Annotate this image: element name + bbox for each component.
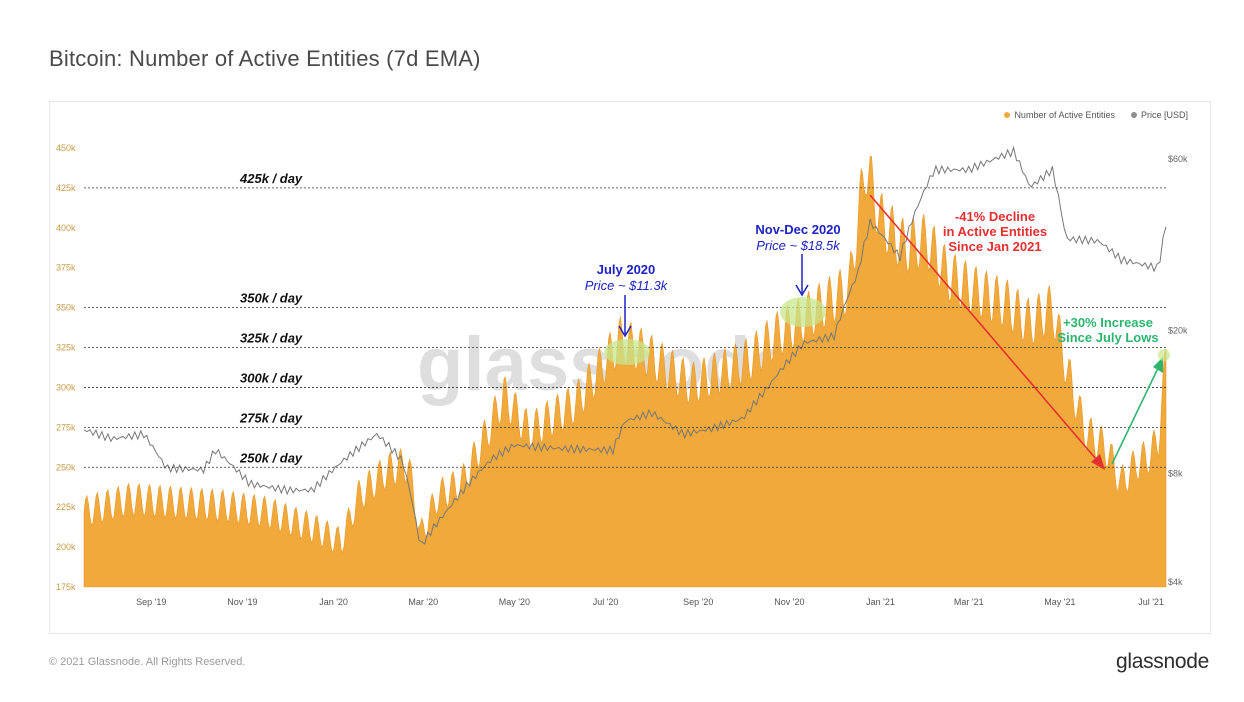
reference-line-label: 275k / day	[239, 410, 303, 425]
arrow-novdec-head	[795, 284, 809, 297]
y-left-tick-label: 375k	[56, 263, 76, 273]
increase-annotation-line: Since July Lows	[1057, 330, 1158, 345]
decline-annotation-line: Since Jan 2021	[948, 239, 1041, 254]
legend-item-entities[interactable]: Number of Active Entities	[1004, 110, 1115, 120]
price-line-group	[83, 145, 1167, 545]
y-left-tick-label: 225k	[56, 502, 76, 512]
decline-arrow-head	[1091, 454, 1105, 470]
decline-arrow-shaft	[869, 194, 1103, 467]
annotation-novdec-price: Price ~ $18.5k	[756, 238, 841, 253]
x-tick-label: Jan '21	[866, 597, 895, 607]
reference-line-label: 300k / day	[240, 370, 303, 385]
increase-annotation-line: +30% Increase	[1063, 315, 1153, 330]
chart-card: Number of Active Entities Price [USD] gl…	[49, 101, 1211, 634]
highlight-nov-dec-2020	[780, 297, 826, 327]
annotation-july-title: July 2020	[597, 262, 656, 277]
page-title: Bitcoin: Number of Active Entities (7d E…	[49, 46, 481, 71]
y-left-tick-label: 325k	[56, 343, 76, 353]
increase-arrow-head	[1153, 357, 1163, 373]
y-left-tick-label: 300k	[56, 382, 76, 392]
y-left-tick-label: 425k	[56, 183, 76, 193]
decline-annotation-line: in Active Entities	[943, 224, 1047, 239]
y-right-tick-label: $20k	[1168, 326, 1188, 336]
arrow-july-head	[618, 325, 632, 338]
annotation-july-price: Price ~ $11.3k	[585, 278, 669, 293]
x-tick-label: Nov '20	[774, 597, 804, 607]
axes-group: 175k 200k 225k 250k 275k 300k 325k 350k 375k 400k…	[56, 143, 1188, 607]
y-left-tick-label: 400k	[56, 223, 76, 233]
x-tick-label: Jul '20	[593, 597, 619, 607]
legend-swatch-entities	[1004, 112, 1011, 118]
y-left-tick-label: 350k	[56, 303, 76, 313]
reference-lines-group: 425k / day 350k / day 325k / day 300k / day…	[84, 171, 1166, 468]
y-left-tick-label: 200k	[56, 542, 76, 552]
y-left-tick-label: 250k	[56, 462, 76, 472]
x-tick-label: Sep '20	[683, 597, 713, 607]
y-left-tick-label: 275k	[56, 422, 76, 432]
reference-line-label: 250k / day	[239, 450, 303, 465]
legend-item-price[interactable]: Price [USD]	[1130, 110, 1188, 120]
price-line	[83, 145, 1167, 545]
x-tick-label: May '21	[1044, 597, 1075, 607]
chart-legend: Number of Active Entities Price [USD]	[1004, 110, 1188, 120]
x-tick-label: Jan '20	[319, 597, 348, 607]
reference-line-label: 350k / day	[240, 291, 303, 306]
y-right-tick-label: $60k	[1168, 154, 1188, 164]
glassnode-logo: glassnode	[1115, 650, 1209, 673]
reference-line-label: 425k / day	[239, 171, 303, 186]
annotation-novdec-title: Nov-Dec 2020	[755, 222, 840, 237]
legend-label-entities: Number of Active Entities	[1014, 110, 1115, 120]
legend-swatch-price	[1130, 112, 1137, 118]
x-tick-label: Nov '19	[227, 597, 257, 607]
legend-label-price: Price [USD]	[1140, 110, 1188, 120]
highlight-july-2020	[604, 339, 650, 365]
highlight-july-lows	[1158, 349, 1170, 361]
y-right-tick-label: $4k	[1168, 577, 1183, 587]
x-tick-label: May '20	[499, 597, 530, 607]
increase-arrow-shaft	[1111, 363, 1161, 465]
x-tick-label: Mar '20	[408, 597, 438, 607]
y-right-tick-label: $8k	[1168, 469, 1183, 479]
x-tick-label: Sep '19	[136, 597, 166, 607]
x-tick-label: Jul '21	[1138, 597, 1164, 607]
y-left-tick-label: 450k	[56, 143, 76, 153]
y-left-tick-label: 175k	[56, 582, 76, 592]
footer-copyright: © 2021 Glassnode. All Rights Reserved.	[49, 656, 246, 668]
decline-annotation-line: -41% Decline	[955, 209, 1035, 224]
x-tick-label: Mar '21	[954, 597, 984, 607]
reference-line-label: 325k / day	[240, 331, 303, 346]
